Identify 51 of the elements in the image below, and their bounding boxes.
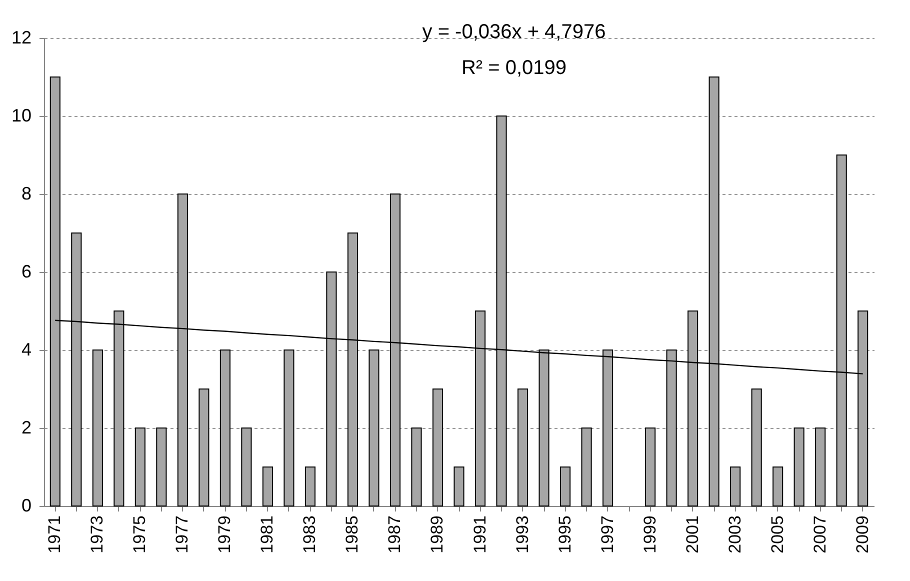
x-tick-label: 1973 — [88, 516, 107, 554]
x-tick-label: 1983 — [300, 516, 320, 554]
x-tick-label: 1995 — [555, 516, 574, 554]
bar — [730, 466, 741, 506]
bar — [794, 428, 804, 506]
x-tick-label: 1979 — [215, 516, 234, 554]
x-tick-label: 1993 — [512, 516, 532, 554]
bar — [751, 388, 762, 506]
y-tick-label: 8 — [21, 184, 32, 204]
y-tick-label: 10 — [11, 106, 32, 126]
x-tick-label: 1987 — [385, 516, 404, 554]
bar — [560, 466, 571, 506]
x-tick-label: 1991 — [470, 516, 490, 554]
bar — [581, 428, 592, 506]
annotation: y = -0,036x + 4,7976 — [422, 21, 606, 43]
x-tick-label: 1981 — [258, 516, 277, 554]
bar — [411, 428, 422, 506]
bar — [156, 428, 167, 506]
bar — [241, 428, 252, 506]
x-tick-label: 2001 — [682, 516, 702, 554]
x-tick-label: 1985 — [342, 516, 362, 554]
bar — [134, 428, 146, 506]
bar — [262, 466, 273, 506]
x-tick-label: 2003 — [725, 516, 744, 554]
bar — [198, 388, 210, 506]
x-tick-label: 2007 — [810, 516, 830, 554]
y-tick-label: 4 — [21, 340, 32, 360]
y-tick-label: 6 — [21, 262, 32, 282]
x-tick-label: 1977 — [172, 516, 192, 554]
bar — [517, 388, 528, 506]
bar — [815, 428, 826, 506]
y-tick-label: 12 — [11, 28, 32, 48]
y-tick-label: 2 — [21, 418, 32, 438]
bar — [772, 466, 784, 506]
x-tick-label: 1975 — [130, 516, 150, 554]
x-tick-label: 1999 — [640, 516, 660, 554]
x-tick-label: 1997 — [598, 516, 617, 554]
bar — [368, 350, 380, 506]
bar — [92, 350, 103, 506]
bar — [645, 428, 656, 506]
x-tick-label: 2009 — [852, 516, 872, 554]
x-tick-label: 1971 — [45, 516, 64, 554]
bar — [220, 350, 230, 506]
bar — [284, 350, 294, 506]
x-tick-label: 2005 — [768, 516, 787, 554]
x-tick-label: 1989 — [428, 516, 447, 554]
y-tick-label: 0 — [21, 496, 32, 516]
bar — [304, 466, 316, 506]
bar — [432, 388, 444, 506]
bar — [454, 466, 464, 506]
annotation: R² = 0,0199 — [461, 57, 567, 79]
